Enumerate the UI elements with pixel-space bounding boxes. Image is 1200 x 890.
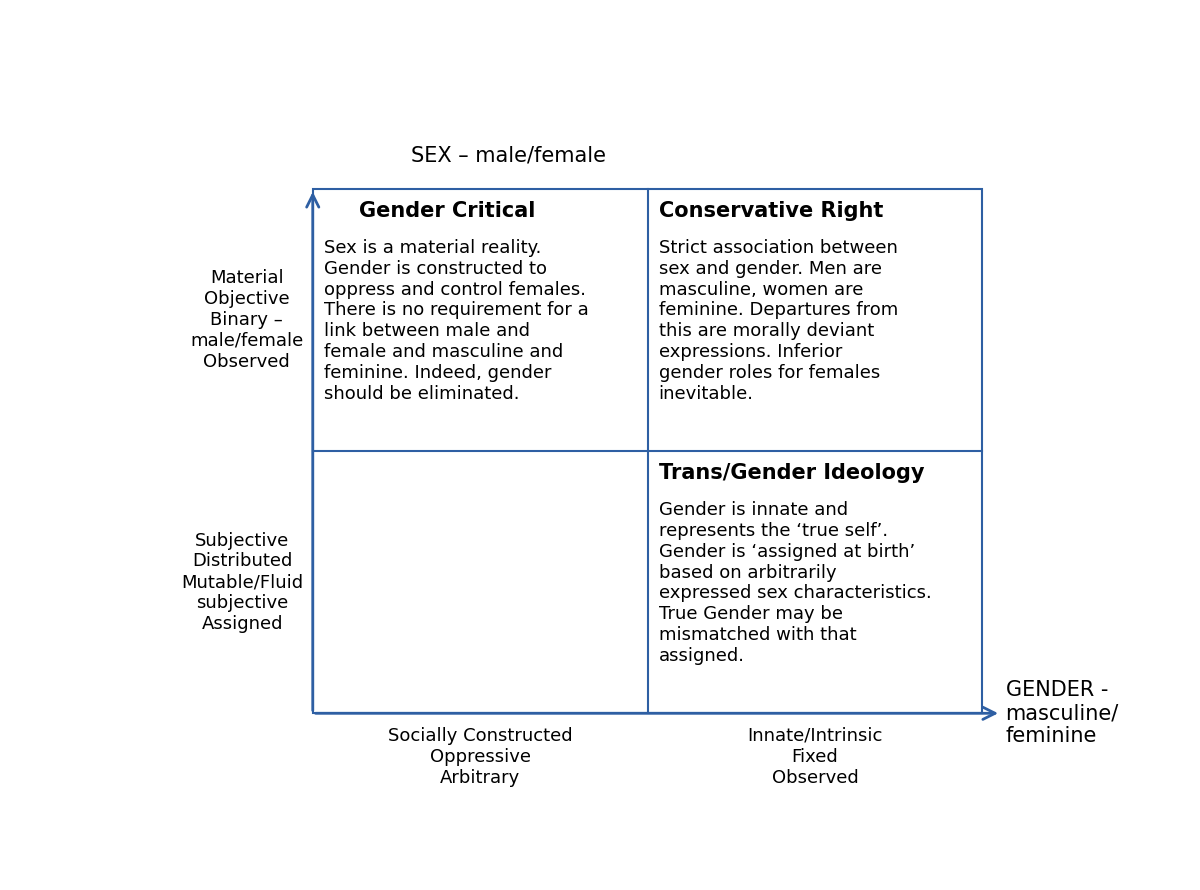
Text: SEX – male/female: SEX – male/female — [410, 145, 606, 165]
Text: Conservative Right: Conservative Right — [659, 201, 883, 222]
Text: Sex is a material reality.
Gender is constructed to
oppress and control females.: Sex is a material reality. Gender is con… — [324, 239, 589, 402]
Text: Innate/Intrinsic
Fixed
Observed: Innate/Intrinsic Fixed Observed — [748, 727, 883, 787]
Text: Gender Critical: Gender Critical — [359, 201, 535, 222]
Text: Strict association between
sex and gender. Men are
masculine, women are
feminine: Strict association between sex and gende… — [659, 239, 898, 402]
Text: Material
Objective
Binary –
male/female
Observed: Material Objective Binary – male/female … — [190, 270, 304, 371]
Text: Subjective
Distributed
Mutable/Fluid
subjective
Assigned: Subjective Distributed Mutable/Fluid sub… — [181, 531, 304, 633]
Text: Trans/Gender Ideology: Trans/Gender Ideology — [659, 464, 924, 483]
Text: Gender is innate and
represents the ‘true self’.
Gender is ‘assigned at birth’
b: Gender is innate and represents the ‘tru… — [659, 501, 931, 665]
Bar — [313, 189, 983, 713]
Text: Socially Constructed
Oppressive
Arbitrary: Socially Constructed Oppressive Arbitrar… — [388, 727, 572, 787]
Text: GENDER -
masculine/
feminine: GENDER - masculine/ feminine — [1006, 680, 1118, 747]
